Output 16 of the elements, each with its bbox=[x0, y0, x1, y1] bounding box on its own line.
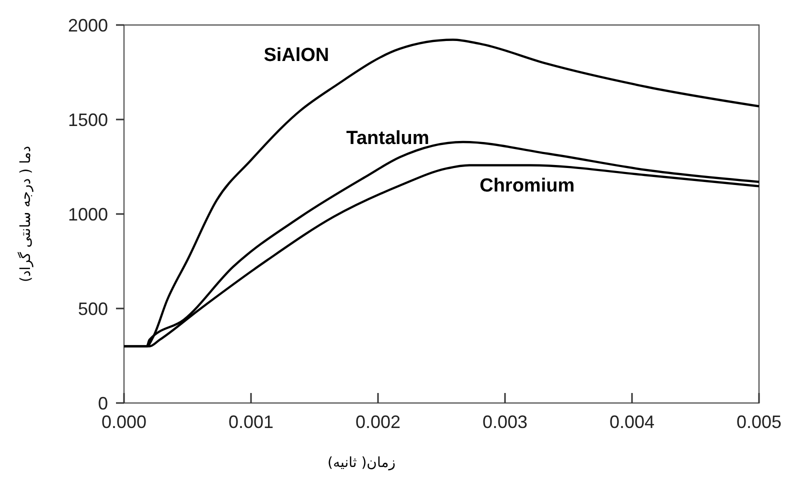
x-axis-title: زمان( ثانیه) bbox=[328, 455, 396, 471]
x-tick-label: 0.000 bbox=[101, 412, 147, 432]
x-tick-label: 0.005 bbox=[736, 412, 782, 432]
x-tick-label: 0.003 bbox=[482, 412, 528, 432]
series-label: Tantalum bbox=[346, 128, 430, 150]
y-tick-label: 0 bbox=[98, 393, 108, 414]
series-label: SiAlON bbox=[264, 44, 330, 66]
y-tick-label: 500 bbox=[78, 298, 108, 319]
y-axis-title: دما ( درجه سانتی گراد) bbox=[17, 146, 34, 282]
x-tick-label: 0.001 bbox=[228, 412, 274, 432]
y-tick-label: 2000 bbox=[68, 15, 108, 36]
x-tick-label: 0.002 bbox=[355, 412, 401, 432]
x-tick-label: 0.004 bbox=[609, 412, 655, 432]
y-tick-label: 1000 bbox=[68, 204, 108, 224]
y-tick-label: 1500 bbox=[68, 110, 108, 130]
series-label: Chromium bbox=[480, 175, 575, 196]
